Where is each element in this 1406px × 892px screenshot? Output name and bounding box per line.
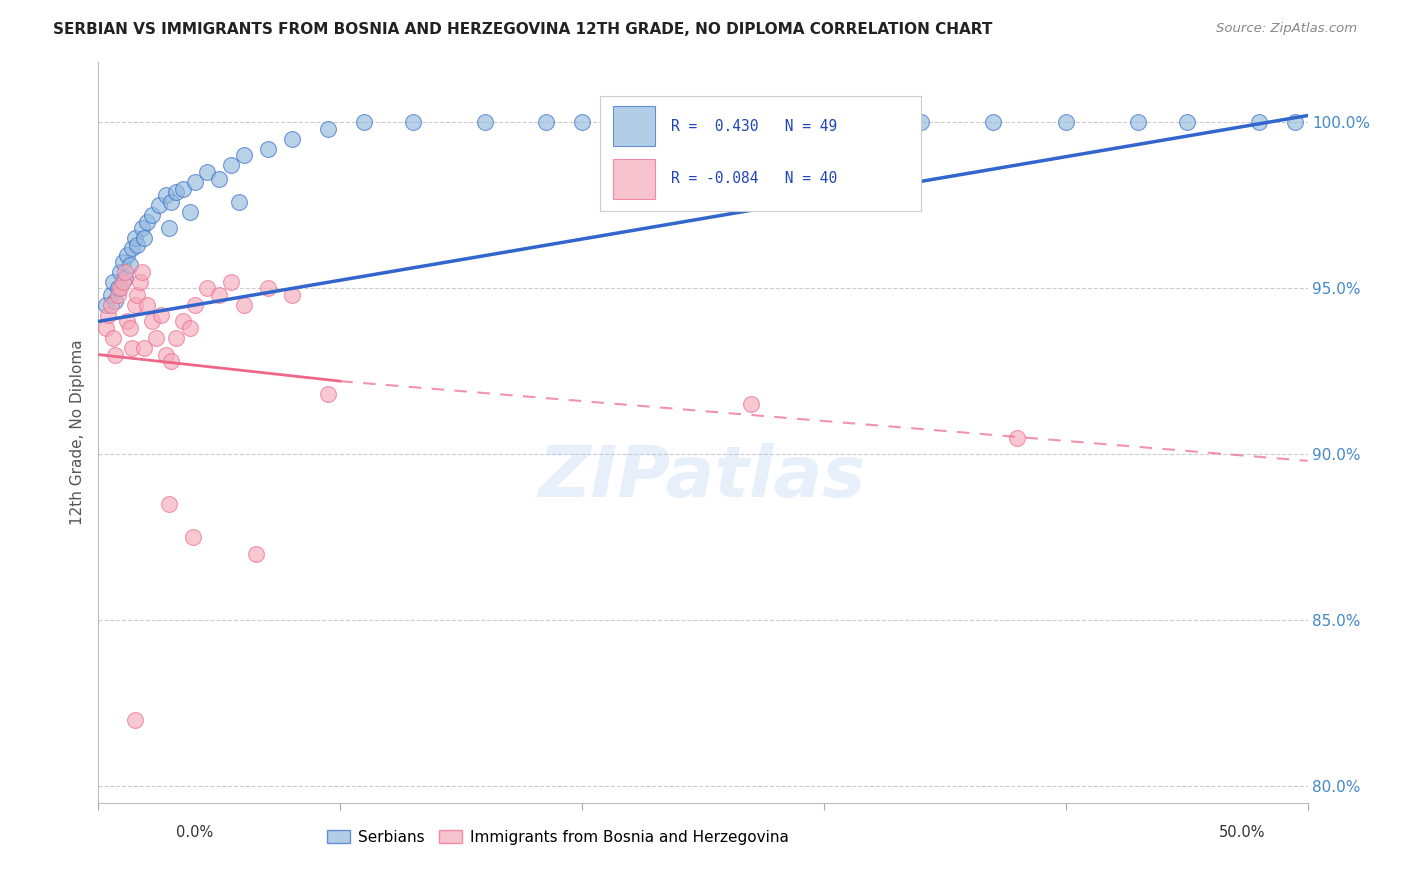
- Point: [128, 275, 150, 289]
- Point: [101, 275, 124, 289]
- Point: [157, 221, 180, 235]
- Point: [107, 281, 129, 295]
- Point: [94, 298, 117, 312]
- Point: [160, 354, 183, 368]
- Point: [208, 288, 231, 302]
- Point: [1175, 115, 1198, 129]
- Point: [100, 298, 122, 312]
- Point: [94, 321, 117, 335]
- Point: [232, 148, 254, 162]
- Point: [104, 348, 127, 362]
- Point: [155, 348, 177, 362]
- Point: [1054, 115, 1077, 129]
- Point: [1007, 431, 1029, 445]
- Point: [740, 397, 762, 411]
- Point: [114, 271, 136, 285]
- Point: [121, 341, 143, 355]
- Point: [789, 115, 811, 129]
- Point: [117, 314, 139, 328]
- Point: [145, 331, 167, 345]
- Point: [155, 188, 177, 202]
- Point: [160, 194, 183, 209]
- Point: [100, 288, 122, 302]
- Point: [228, 194, 250, 209]
- Point: [108, 281, 131, 295]
- Point: [281, 288, 304, 302]
- Point: [534, 115, 557, 129]
- Point: [353, 115, 375, 129]
- Point: [127, 288, 149, 302]
- Point: [179, 321, 201, 335]
- Point: [195, 281, 218, 295]
- Point: [245, 547, 267, 561]
- Point: [118, 258, 141, 272]
- Point: [172, 181, 194, 195]
- Legend: Serbians, Immigrants from Bosnia and Herzegovina: Serbians, Immigrants from Bosnia and Her…: [321, 823, 794, 851]
- Point: [107, 288, 129, 302]
- Point: [157, 497, 180, 511]
- Point: [97, 308, 120, 322]
- Point: [124, 231, 146, 245]
- Point: [716, 115, 738, 129]
- Point: [837, 115, 859, 129]
- Point: [619, 115, 641, 129]
- Point: [232, 298, 254, 312]
- Point: [108, 264, 131, 278]
- Point: [402, 115, 425, 129]
- Point: [256, 281, 278, 295]
- Point: [208, 171, 231, 186]
- Point: [111, 254, 134, 268]
- Point: [1284, 115, 1306, 129]
- Point: [134, 231, 156, 245]
- Point: [150, 308, 173, 322]
- Point: [124, 298, 146, 312]
- Text: 50.0%: 50.0%: [1219, 825, 1265, 840]
- Point: [134, 341, 156, 355]
- Point: [121, 241, 143, 255]
- Point: [195, 165, 218, 179]
- Point: [221, 158, 243, 172]
- Point: [165, 185, 187, 199]
- Point: [127, 238, 149, 252]
- Point: [135, 215, 157, 229]
- Point: [172, 314, 194, 328]
- Point: [184, 298, 207, 312]
- Point: [118, 321, 141, 335]
- Point: [184, 175, 207, 189]
- Point: [131, 221, 153, 235]
- Point: [571, 115, 593, 129]
- Point: [981, 115, 1004, 129]
- Point: [117, 248, 139, 262]
- Text: ZIPatlas: ZIPatlas: [540, 442, 866, 511]
- Point: [910, 115, 932, 129]
- Point: [104, 294, 127, 309]
- Point: [141, 208, 163, 222]
- Point: [135, 298, 157, 312]
- Text: Source: ZipAtlas.com: Source: ZipAtlas.com: [1216, 22, 1357, 36]
- Point: [131, 264, 153, 278]
- Point: [141, 314, 163, 328]
- Point: [1128, 115, 1150, 129]
- Point: [165, 331, 187, 345]
- Point: [101, 331, 124, 345]
- Point: [221, 275, 243, 289]
- Y-axis label: 12th Grade, No Diploma: 12th Grade, No Diploma: [69, 340, 84, 525]
- Text: SERBIAN VS IMMIGRANTS FROM BOSNIA AND HERZEGOVINA 12TH GRADE, NO DIPLOMA CORRELA: SERBIAN VS IMMIGRANTS FROM BOSNIA AND HE…: [53, 22, 993, 37]
- Point: [1249, 115, 1271, 129]
- Point: [316, 121, 339, 136]
- Point: [114, 264, 136, 278]
- Point: [124, 713, 146, 727]
- Point: [316, 387, 339, 401]
- Point: [111, 275, 134, 289]
- Point: [179, 204, 201, 219]
- Point: [256, 142, 278, 156]
- Point: [474, 115, 496, 129]
- Point: [281, 132, 304, 146]
- Point: [181, 530, 204, 544]
- Text: 0.0%: 0.0%: [176, 825, 212, 840]
- Point: [148, 198, 170, 212]
